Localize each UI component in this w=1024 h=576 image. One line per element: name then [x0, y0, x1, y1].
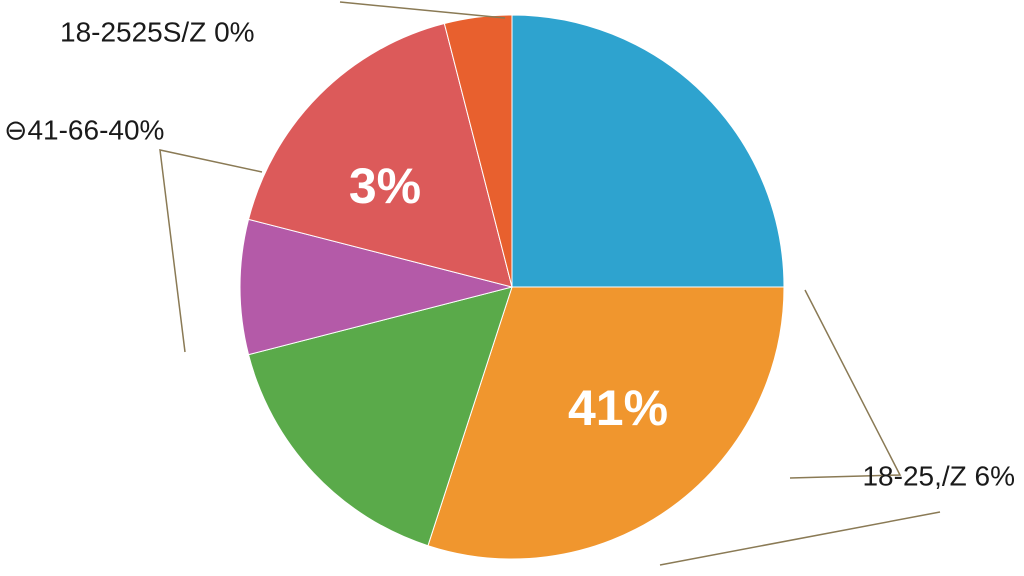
- pie-slice: [247, 286, 513, 547]
- pie-slice: [443, 14, 513, 288]
- annotation: 18-2525S/Z 0%: [60, 16, 255, 47]
- leader-line: [659, 511, 941, 566]
- pie-slice: [247, 22, 513, 288]
- pie-slice: [511, 14, 785, 288]
- annotation: 18-25,/Z 6%: [862, 460, 1015, 491]
- pie-slice: [427, 286, 785, 560]
- annotation: 41%: [568, 380, 668, 436]
- slices: [239, 14, 785, 560]
- leader-line: [789, 289, 902, 479]
- leader-line: [339, 1, 506, 19]
- annotation: ⊖41-66-40%: [4, 114, 164, 145]
- leader-line: [159, 149, 263, 353]
- annotation: 3%: [349, 158, 421, 214]
- pie-slice: [239, 218, 513, 356]
